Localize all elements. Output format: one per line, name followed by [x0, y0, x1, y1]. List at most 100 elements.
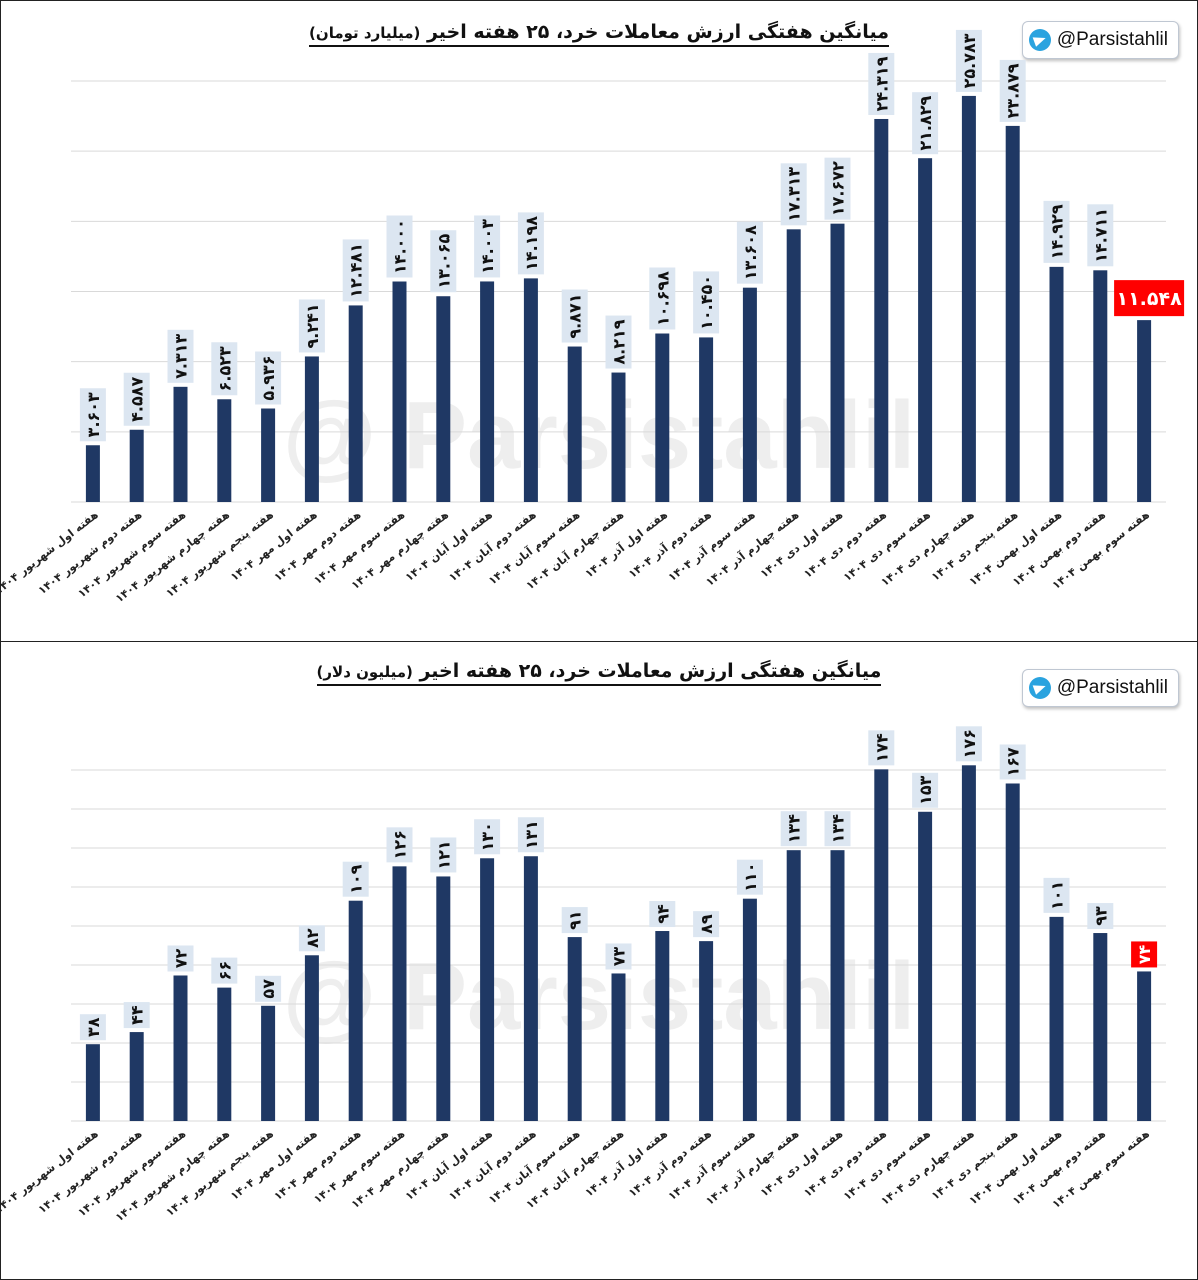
- bar: [830, 850, 845, 1121]
- data-label: ۳.۶۰۳: [84, 392, 103, 437]
- bar: [1005, 125, 1020, 502]
- data-label-box: [693, 271, 720, 334]
- data-label: ۱۰.۴۵۰: [697, 275, 716, 330]
- bar: [436, 876, 451, 1121]
- data-label: ۱۰.۶۹۸: [653, 271, 672, 326]
- data-label: ۱۳۴: [785, 814, 804, 844]
- data-label-box: [649, 901, 676, 928]
- data-label: ۱۱.۵۴۸: [1116, 288, 1182, 310]
- data-label: ۴۴: [128, 1005, 147, 1025]
- data-label: ۶۶: [215, 961, 234, 981]
- data-label-box: [868, 52, 895, 115]
- data-label-box: [736, 859, 763, 895]
- data-label-box: [912, 772, 939, 808]
- data-label: ۹.۸۷۱: [566, 293, 585, 338]
- bar: [392, 866, 407, 1121]
- bar: [830, 223, 845, 502]
- bar: [655, 931, 670, 1121]
- data-label-box: [167, 329, 194, 383]
- data-label-box: [123, 1002, 150, 1029]
- data-label-box: [561, 907, 588, 934]
- data-label: ۱۶۷: [1004, 747, 1023, 777]
- data-label-box: [605, 943, 632, 970]
- data-label: ۱۳۴: [829, 814, 848, 844]
- data-label: ۱۷.۶۷۲: [829, 161, 848, 216]
- bar: [611, 372, 626, 502]
- bar: [699, 941, 714, 1121]
- data-label-box: [824, 811, 851, 847]
- bar: [961, 765, 976, 1121]
- data-label-box: [517, 212, 544, 275]
- bar: [918, 811, 933, 1121]
- data-label-box: [605, 315, 632, 369]
- data-label-box: [386, 215, 413, 278]
- bar: [1049, 266, 1064, 502]
- data-label-box: [474, 215, 501, 278]
- bar: [742, 898, 757, 1121]
- highlight-label-box: [1114, 280, 1185, 317]
- bar: [1049, 916, 1064, 1121]
- data-label: ۶.۵۲۳: [215, 346, 234, 391]
- data-label: ۷۲: [172, 948, 191, 968]
- data-label: ۲۵.۷۸۳: [960, 33, 979, 88]
- bar: [348, 305, 363, 502]
- bar: [1093, 933, 1108, 1121]
- bar: [1137, 320, 1152, 502]
- bar: [874, 118, 889, 502]
- data-label-box: [255, 351, 282, 405]
- data-label-box: [1043, 877, 1070, 913]
- data-label: ۱۴.۱۹۸: [522, 216, 541, 271]
- data-label: ۱۴.۰۰۳: [478, 219, 497, 274]
- bar: [742, 287, 757, 502]
- data-label: ۹۳: [1091, 906, 1110, 926]
- chart-panel-toman: میانگین هفتگی ارزش معاملات خرد، ۲۵ هفته …: [0, 0, 1198, 642]
- bar: [1137, 971, 1152, 1121]
- bar: [786, 850, 801, 1121]
- channel-badge[interactable]: @Parsistahlil: [1021, 669, 1179, 707]
- bar: [129, 429, 144, 502]
- bar: [1005, 783, 1020, 1121]
- data-label-box: [211, 342, 238, 396]
- bar: [523, 856, 538, 1121]
- data-label: ۲۳.۸۷۹: [1004, 63, 1023, 118]
- data-label: ۸۲: [303, 928, 322, 948]
- data-label-box: [693, 911, 720, 938]
- data-label: ۹.۲۴۱: [303, 303, 322, 348]
- telegram-icon: [1028, 29, 1051, 51]
- bar: [85, 1044, 100, 1121]
- bar: [261, 1005, 276, 1121]
- data-label-box: [868, 730, 895, 766]
- bar: [611, 973, 626, 1121]
- data-label: ۱۷.۳۱۳: [785, 167, 804, 222]
- data-label-box: [211, 957, 238, 984]
- bar: [304, 955, 319, 1121]
- data-label-box: [955, 29, 982, 92]
- bar: [699, 337, 714, 502]
- data-label: ۹۱: [566, 910, 585, 930]
- data-label: ۲۱.۸۲۹: [916, 96, 935, 151]
- data-label-box: [649, 267, 676, 330]
- data-label: ۱۴.۰۰۰: [391, 219, 410, 274]
- data-label-box: [474, 819, 501, 855]
- data-label: ۱۴.۹۲۹: [1048, 204, 1067, 259]
- bar: [173, 386, 188, 502]
- data-label-box: [386, 827, 413, 863]
- channel-badge[interactable]: @Parsistahlil: [1021, 21, 1179, 59]
- bar: [786, 229, 801, 502]
- data-label: ۷.۳۱۳: [172, 334, 191, 379]
- bar: [129, 1032, 144, 1121]
- data-label: ۱۱۰: [741, 863, 760, 892]
- data-label: ۵۷: [259, 979, 278, 999]
- bar: [348, 900, 363, 1121]
- data-label: ۱۰۹: [347, 864, 366, 894]
- data-label-box: [79, 1014, 106, 1041]
- data-label-box: [1087, 903, 1114, 930]
- bar: [523, 278, 538, 502]
- chart-title: میانگین هفتگی ارزش معاملات خرد، ۲۵ هفته …: [1, 21, 1197, 47]
- bar: [217, 399, 232, 502]
- data-label-box: [955, 726, 982, 762]
- data-label-box: [123, 372, 150, 426]
- bar: [961, 95, 976, 502]
- data-label: ۱۲۶: [391, 830, 410, 859]
- bar: [567, 937, 582, 1121]
